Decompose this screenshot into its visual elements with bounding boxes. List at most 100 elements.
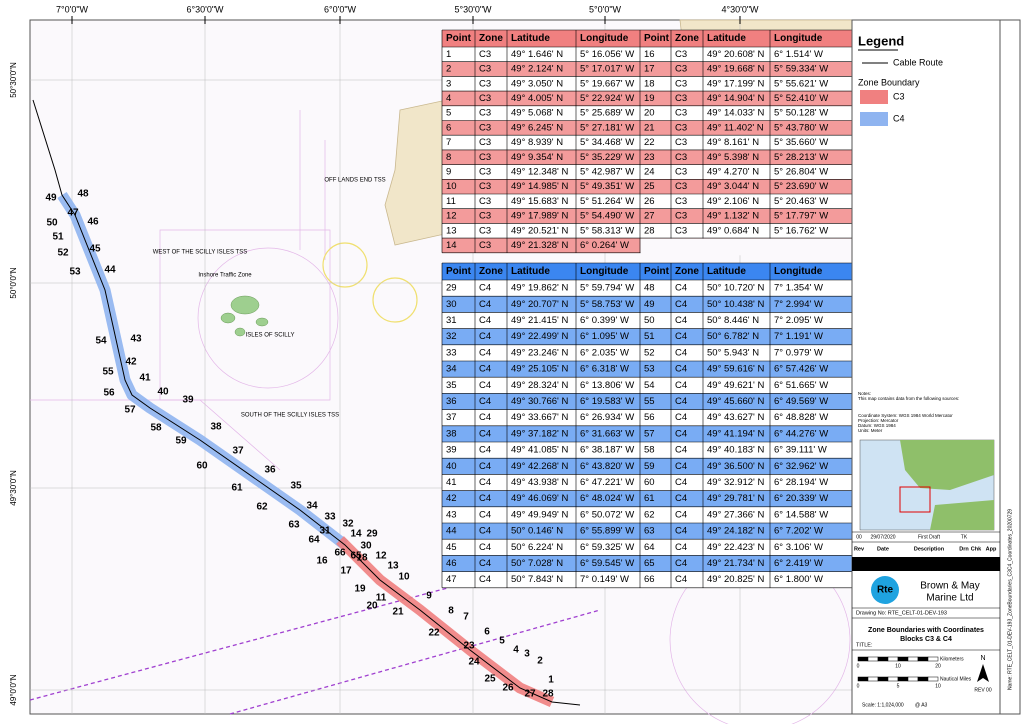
table-cell: C3 [479,166,491,177]
table-cell: 7° 0.979' W [774,347,823,358]
table-cell: 63 [644,526,655,537]
row-shade [442,555,640,572]
table-cell: 5° 55.621' W [774,78,828,89]
point-label: 7 [463,612,469,623]
table-cell: 60 [644,477,655,488]
tss-circles [322,242,418,323]
place-label: Inshore Traffic Zone [198,273,252,279]
table-header: Zone [479,33,503,44]
table-cell: 49° 5.068' N [511,108,563,119]
title-line: Zone Boundaries with Coordinates [868,627,984,634]
table-cell: 6° 2.035' W [580,347,629,358]
scale-bar [877,676,889,682]
table-cell: 5° 49.351' W [580,181,634,192]
table-cell: 6° 32.962' W [774,461,828,472]
scale-bar [887,676,899,682]
point-label: 1 [548,675,554,686]
table-cell: 49° 37.182' N [511,428,569,439]
table-cell: 49° 1.646' N [511,49,563,60]
note: Coordinate System: WGS 1984 World Mercat… [858,413,953,418]
point-label: 6 [484,627,490,638]
table-cell: 6° 26.934' W [580,412,634,423]
table-cell: 49° 25.105' N [511,364,569,375]
consultant-sub: Marine Ltd [926,593,973,604]
point-label: 8 [448,606,454,617]
table-row-bg [442,164,852,180]
table-cell: 6° 59.325' W [580,542,634,553]
cable-route-group [32,99,581,708]
table-cell: C4 [479,461,491,472]
table-cell: C4 [675,315,687,326]
table-cell: C3 [479,152,491,163]
consultant-name: Brown & May [920,581,979,592]
rev-header: Chk [971,546,982,552]
point-label: 57 [124,405,136,416]
point-label: 26 [502,683,514,694]
scale-tick: 10 [935,683,941,689]
table-cell: 49° 43.627' N [707,412,765,423]
table-cell: 6° 3.106' W [774,542,823,553]
table-cell: C4 [479,331,491,342]
table-cell: 49° 3.050' N [511,78,563,89]
table-cell: C3 [479,137,491,148]
lon-label: 6°0'0"W [324,4,357,14]
client-name: Rte [877,585,894,596]
table-cell: 50° 5.943' N [707,347,759,358]
point-label: 66 [334,548,346,559]
table-cell: 26 [644,196,655,207]
table-cell: C4 [675,509,687,520]
point-label: 22 [428,628,440,639]
table-cell: 9 [446,166,451,177]
scale-tick: 5 [897,683,900,689]
table-cell: 49° 22.499' N [511,331,569,342]
scale-tick: 0 [857,683,860,689]
table-row-bg [442,105,852,121]
table-cell: 49° 20.608' N [707,49,765,60]
table-cell: 49° 59.616' N [707,364,765,375]
table-cell: 5° 58.313' W [580,225,634,236]
row-shade [640,555,852,572]
table-cell: 5° 20.463' W [774,196,828,207]
table-cell: C3 [675,108,687,119]
table-cell: 6° 44.276' W [774,428,828,439]
point-label: 25 [484,674,496,685]
table-cell: 66 [644,574,655,585]
table-cell: 49° 11.402' N [707,122,764,133]
point-label: 9 [426,591,432,602]
table-cell: C3 [675,78,687,89]
table-cell: C3 [675,122,687,133]
table-cell: C4 [479,315,491,326]
place-label: OFF LANDS END TSS [324,178,385,184]
rev-header: Rev [854,546,865,552]
table-cell: C4 [479,347,491,358]
table-cell: C4 [479,364,491,375]
table-cell: C4 [675,493,687,504]
table-header: Latitude [707,266,746,277]
table-cell: 7° 1.191' W [774,331,823,342]
table-cell: 5° 35.660' W [774,137,828,148]
table-cell: 5° 17.017' W [580,64,634,75]
project-bar [852,557,1000,571]
table-cell: C4 [479,558,491,569]
table-cell: 5° 16.762' W [774,225,828,236]
table-cell: 5° 35.229' W [580,152,634,163]
table-cell: 49° 27.366' N [707,509,765,520]
row-shade [640,523,852,540]
table-cell: C4 [675,364,687,375]
table-cell: 6° 19.583' W [580,396,634,407]
table-row-bg [442,47,852,62]
table-cell: 6 [446,122,451,133]
scale-bar [897,656,909,662]
point-label: 21 [392,607,404,618]
table-cell: 5° 58.753' W [580,299,634,310]
table-cell: 48 [644,283,655,294]
point-label: 43 [130,334,142,345]
table-row-bg [442,280,852,297]
table-cell: C3 [675,49,687,60]
point-label: 48 [77,189,89,200]
table-cell: C4 [675,445,687,456]
table-header: Point [644,266,670,277]
point-label: 24 [468,657,480,668]
row-shade [640,120,852,136]
